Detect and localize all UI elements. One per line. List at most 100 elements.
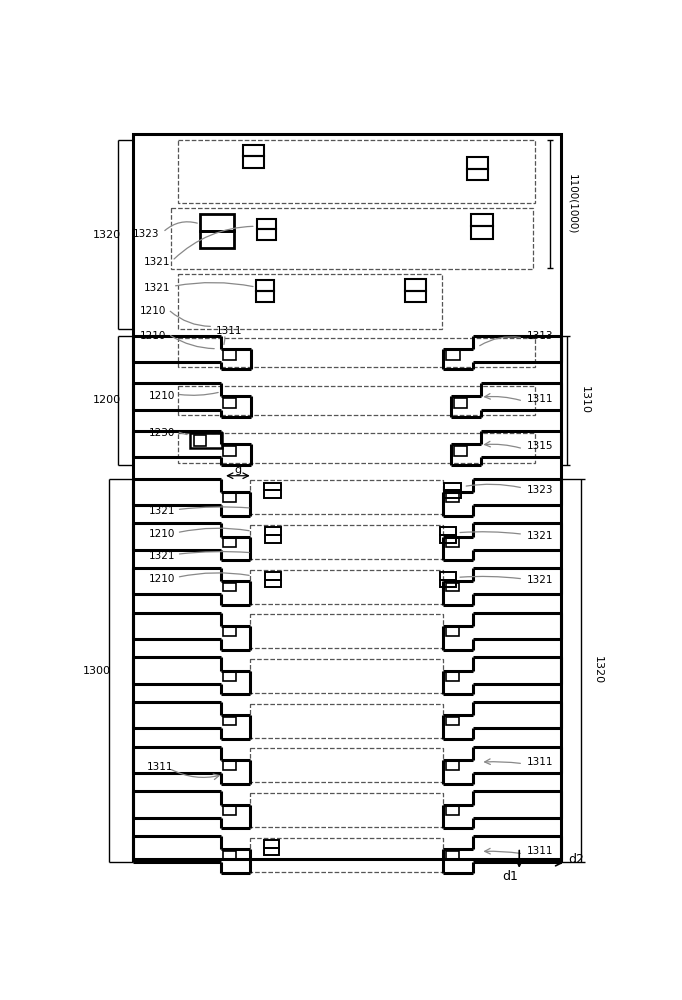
Text: 1210: 1210	[149, 391, 175, 401]
Bar	[265, 527, 280, 535]
Text: 1321: 1321	[149, 551, 175, 561]
Text: 1320: 1320	[93, 230, 121, 240]
Bar	[404, 291, 426, 302]
Bar	[223, 851, 237, 859]
Text: 1323: 1323	[527, 485, 554, 495]
Text: 1210: 1210	[149, 529, 175, 539]
Bar	[223, 672, 237, 681]
Bar	[250, 793, 443, 827]
Bar	[257, 229, 276, 240]
Text: d1: d1	[502, 870, 518, 883]
Text: d2: d2	[569, 853, 584, 866]
Bar	[257, 219, 276, 229]
Bar	[466, 169, 488, 180]
Bar	[178, 338, 535, 367]
Text: 1313: 1313	[527, 331, 554, 341]
Bar	[263, 490, 280, 498]
Bar	[243, 156, 263, 168]
Text: 1323: 1323	[133, 229, 160, 239]
Text: 1310: 1310	[580, 386, 590, 414]
Bar	[194, 435, 206, 446]
Bar	[223, 538, 237, 547]
Text: g: g	[235, 465, 241, 475]
Text: 1210: 1210	[149, 574, 175, 584]
Bar	[445, 851, 459, 859]
Bar	[178, 433, 535, 463]
Bar	[445, 761, 459, 770]
Bar	[445, 672, 459, 681]
Bar	[404, 279, 426, 291]
Bar	[178, 386, 535, 415]
Bar	[133, 134, 561, 859]
Text: 1230: 1230	[149, 428, 175, 438]
Text: 1315: 1315	[527, 441, 554, 451]
Bar	[445, 538, 459, 547]
Bar	[223, 398, 237, 408]
Text: 1311: 1311	[147, 762, 174, 772]
Text: 1200: 1200	[93, 395, 121, 405]
Text: 1311: 1311	[527, 757, 554, 767]
Text: 1311: 1311	[527, 394, 554, 404]
Bar	[444, 483, 461, 490]
Bar	[250, 704, 443, 738]
Bar	[223, 446, 237, 456]
Bar	[223, 350, 237, 360]
Bar	[263, 483, 280, 490]
Bar	[250, 748, 443, 782]
Text: 1321: 1321	[149, 506, 175, 516]
Text: 1321: 1321	[527, 531, 554, 541]
Bar	[250, 570, 443, 604]
Bar	[440, 580, 456, 587]
Bar	[454, 446, 467, 456]
Bar	[243, 145, 263, 156]
Bar	[445, 627, 459, 636]
Bar	[445, 493, 459, 502]
Bar	[170, 208, 533, 269]
Bar	[445, 717, 459, 725]
Bar	[223, 806, 237, 815]
Bar	[223, 583, 237, 591]
Bar	[265, 535, 280, 543]
Bar	[263, 840, 279, 848]
Bar	[200, 231, 234, 248]
Bar	[223, 717, 237, 725]
Text: 1321: 1321	[144, 283, 170, 293]
Bar	[445, 583, 459, 591]
Bar	[250, 838, 443, 872]
Bar	[454, 398, 467, 408]
Bar	[250, 614, 443, 648]
Text: 1100(1000): 1100(1000)	[567, 174, 577, 234]
Bar	[440, 535, 456, 543]
Bar	[265, 580, 280, 587]
Bar	[440, 572, 456, 580]
Text: 1210: 1210	[140, 331, 166, 341]
Text: 1321: 1321	[527, 575, 554, 585]
Bar	[250, 659, 443, 693]
Bar	[466, 157, 488, 169]
Bar	[178, 140, 535, 203]
Text: 1311: 1311	[216, 326, 242, 336]
Bar	[471, 226, 493, 239]
Bar	[471, 214, 493, 226]
Text: 1311: 1311	[527, 846, 554, 856]
Bar	[256, 280, 274, 291]
Bar	[200, 214, 234, 231]
Text: 1321: 1321	[144, 257, 170, 267]
Bar	[250, 525, 443, 559]
Bar	[256, 291, 274, 302]
Bar	[447, 350, 460, 360]
Text: 1210: 1210	[140, 306, 166, 316]
Bar	[223, 493, 237, 502]
Text: 1300: 1300	[83, 666, 111, 676]
Bar	[444, 490, 461, 498]
Bar	[440, 527, 456, 535]
Text: 1320: 1320	[593, 656, 602, 685]
Bar	[223, 627, 237, 636]
Bar	[265, 572, 280, 580]
Bar	[190, 433, 222, 448]
Bar	[445, 806, 459, 815]
Bar	[250, 480, 443, 514]
Bar	[178, 274, 442, 329]
Bar	[223, 761, 237, 770]
Bar	[263, 848, 279, 855]
